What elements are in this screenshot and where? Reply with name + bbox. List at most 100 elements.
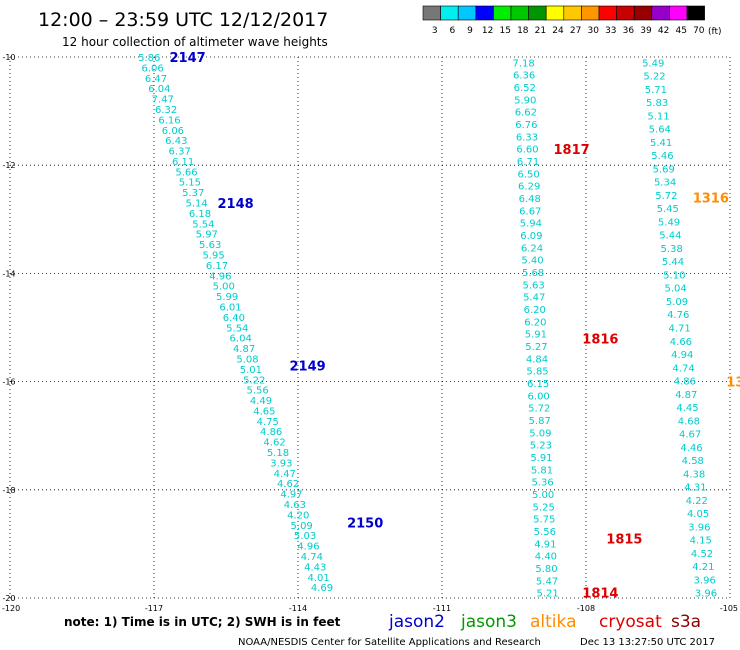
- legend-entry-jason2: jason2: [388, 612, 445, 632]
- wave-height-value: 4.67: [679, 430, 701, 441]
- wave-height-value: 5.49: [642, 58, 664, 69]
- wave-height-value: 5.01: [240, 365, 262, 376]
- color-scale-label: 9: [467, 26, 473, 36]
- wave-height-value: 6.09: [520, 231, 542, 242]
- color-scale-swatch: [563, 5, 582, 21]
- chart-subtitle: 12 hour collection of altimeter wave hei…: [62, 35, 328, 49]
- color-scale-swatch: [457, 5, 477, 21]
- color-scale-swatch: [669, 5, 688, 21]
- wave-height-value: 4.69: [311, 583, 333, 594]
- plot-area: -10 -12 -14 -16 -18 -20-120 -117 -114 -111 -108 -1…: [2, 51, 740, 613]
- wave-height-value: 6.33: [516, 132, 538, 143]
- wave-height-value: 6.67: [519, 206, 541, 217]
- wave-height-value: 5.47: [536, 576, 558, 587]
- color-scale-label: 36: [623, 26, 635, 36]
- legend-entry-altika: altika: [530, 612, 577, 632]
- wave-height-value: 5.63: [523, 280, 545, 291]
- wave-height-value: 5.46: [651, 151, 673, 162]
- wave-height-value: 5.22: [243, 375, 265, 386]
- wave-height-value: 6.15: [527, 379, 549, 390]
- wave-height-value: 5.87: [529, 416, 551, 427]
- color-scale-label: 42: [658, 26, 669, 36]
- pass-label: 2148: [218, 197, 254, 212]
- wave-height-value: 6.04: [148, 84, 170, 95]
- wave-height-value: 4.96: [209, 271, 231, 282]
- x-tick-label: -114: [289, 604, 307, 613]
- wave-height-value: 6.00: [528, 391, 550, 402]
- wave-height-value: 4.01: [307, 573, 329, 584]
- wave-height-value: 5.09: [529, 428, 551, 439]
- wave-height-value: 5.23: [530, 441, 552, 452]
- wave-height-value: 4.75: [257, 417, 279, 428]
- wave-height-value: 6.11: [172, 157, 194, 168]
- wave-height-value: 6.20: [524, 317, 546, 328]
- wave-height-value: 4.97: [280, 490, 302, 501]
- wave-height-value: 5.63: [199, 240, 221, 251]
- wave-height-value: 5.64: [649, 125, 671, 136]
- wave-height-value: 4.86: [260, 427, 282, 438]
- wave-height-value: 5.44: [659, 231, 681, 242]
- pass-label: 2149: [290, 359, 326, 374]
- wave-height-value: 5.81: [531, 465, 553, 476]
- color-scale-label: 3: [432, 26, 438, 36]
- pass-label: 1817: [554, 143, 590, 158]
- wave-height-value: 5.68: [522, 268, 544, 279]
- wave-height-value: 5.72: [655, 191, 677, 202]
- y-tick-label: -10: [2, 53, 15, 62]
- wave-height-value: 3.93: [270, 458, 292, 469]
- wave-height-value: 3.96: [694, 575, 716, 586]
- wave-height-value: 4.76: [667, 310, 689, 321]
- color-scale-label: 27: [570, 26, 581, 36]
- wave-height-value: 5.56: [534, 527, 556, 538]
- footer-timestamp: Dec 13 13:27:50 UTC 2017: [580, 637, 715, 648]
- x-tick-label: -120: [2, 604, 20, 613]
- color-scale-swatch: [545, 5, 565, 21]
- y-tick-label: -16: [2, 378, 15, 387]
- wave-height-value: 4.86: [674, 377, 696, 388]
- wave-height-value: 5.25: [533, 502, 555, 513]
- footer-credit: NOAA/NESDIS Center for Satellite Applica…: [238, 637, 541, 648]
- wave-height-value: 4.91: [534, 539, 556, 550]
- color-scale-swatch: [528, 5, 547, 21]
- wave-height-value: 7.47: [152, 95, 174, 106]
- wave-height-value: 5.00: [532, 490, 554, 501]
- wave-height-value: 5.91: [530, 453, 552, 464]
- pass-label: 1315: [726, 376, 740, 391]
- color-scale-label: 70: [693, 26, 705, 36]
- color-scale-label: 18: [517, 26, 529, 36]
- wave-height-value: 4.45: [676, 403, 698, 414]
- color-scale-label: 15: [499, 26, 510, 36]
- wave-height-value: 5.69: [653, 164, 675, 175]
- wave-height-value: 7.18: [512, 58, 534, 69]
- wave-height-value: 5.00: [213, 282, 235, 293]
- wave-height-value: 5.72: [528, 404, 550, 415]
- color-scale-swatch: [510, 5, 529, 21]
- wave-height-value: 5.27: [525, 342, 547, 353]
- wave-height-value: 5.44: [662, 257, 684, 268]
- wave-height-value: 6.36: [513, 71, 535, 82]
- color-scale-swatch: [493, 5, 512, 21]
- wave-height-value: 4.15: [690, 536, 712, 547]
- wave-height-value: 5.14: [186, 199, 208, 210]
- pass-label: 1814: [582, 587, 618, 602]
- wave-height-value: 5.15: [179, 178, 201, 189]
- wave-height-value: 5.86: [138, 53, 160, 64]
- wave-height-value: 6.62: [515, 108, 537, 119]
- color-scale-labels: 3 6 9 12 15 18 21 24 27 30 33 36 39 42 45 70: [432, 26, 705, 36]
- satellite-tracks: 5.866.066.476.047.476.326.166.066.436.37…: [138, 53, 717, 600]
- wave-height-value: 5.10: [663, 270, 685, 281]
- wave-height-value: 4.43: [304, 562, 326, 573]
- x-tick-label: -111: [433, 604, 451, 613]
- x-tick-label: -105: [720, 604, 738, 613]
- wave-height-value: 4.96: [297, 542, 319, 553]
- pass-label: 2150: [347, 516, 383, 531]
- wave-height-value: 5.08: [236, 354, 258, 365]
- wave-height-value: 5.97: [196, 230, 218, 241]
- wave-height-value: 3.96: [688, 522, 710, 533]
- satellite-legend: jason2 jason3 altika cryosat s3a: [388, 612, 701, 632]
- wave-height-value: 6.32: [155, 105, 177, 116]
- axis-tick-labels: -10 -12 -14 -16 -18 -20-120 -117 -114 -111 -108 -1…: [2, 53, 738, 613]
- wave-height-value: 5.09: [291, 521, 313, 532]
- wave-height-value: 5.49: [658, 217, 680, 228]
- wave-height-value: 5.18: [267, 448, 289, 459]
